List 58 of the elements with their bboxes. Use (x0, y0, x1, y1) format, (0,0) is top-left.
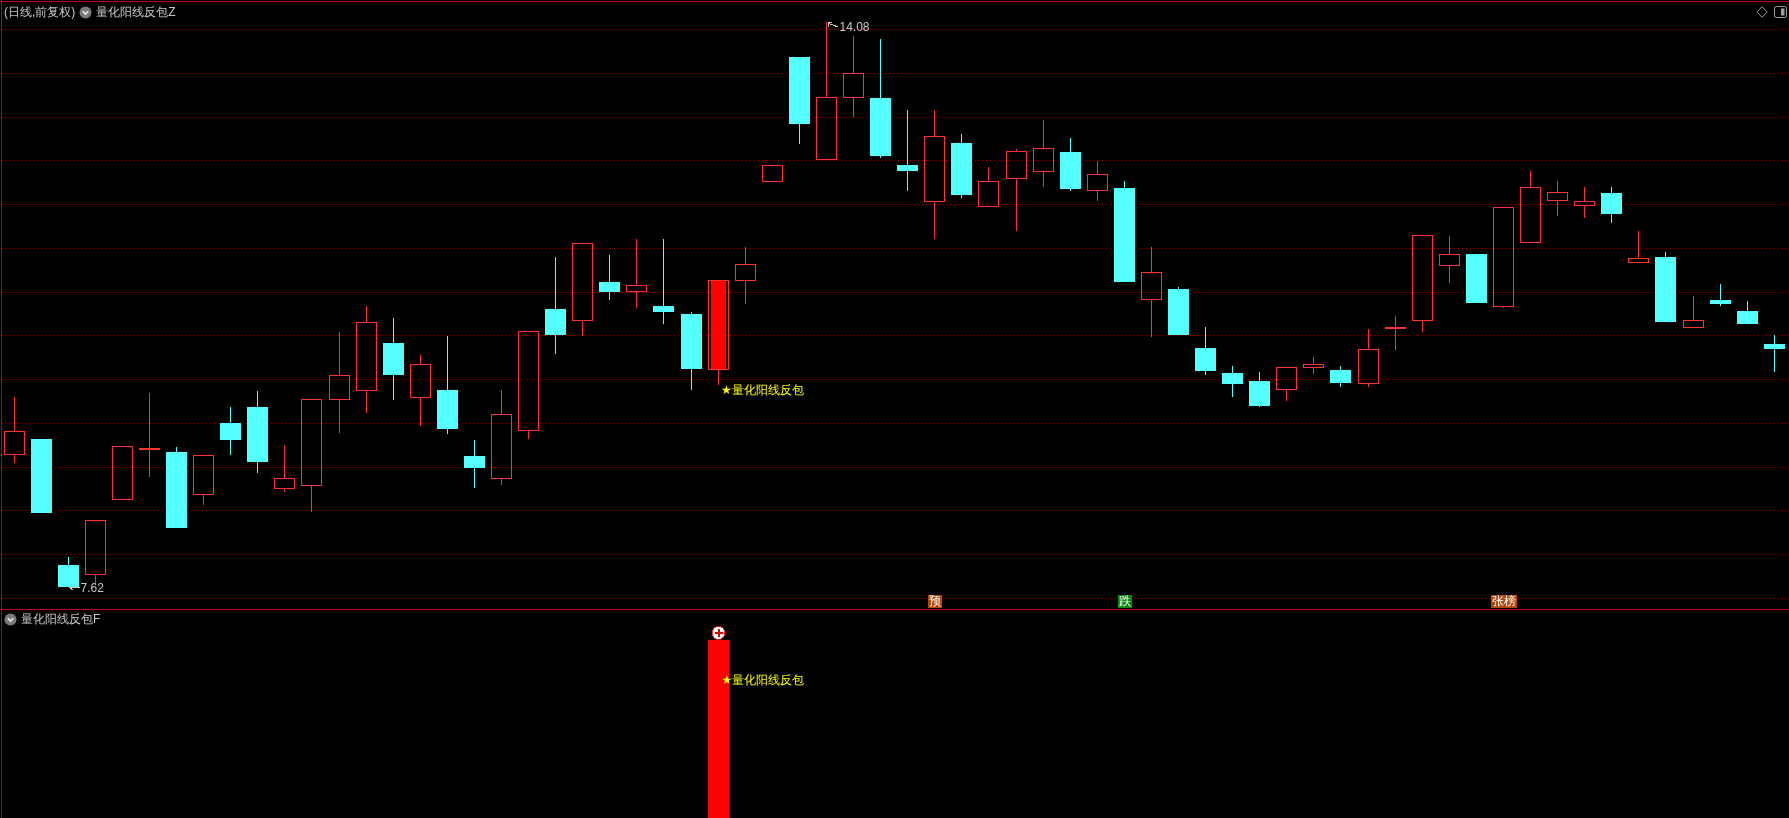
candlestick (1520, 170, 1541, 243)
chart-title: (日线,前复权) (4, 5, 76, 19)
chart-subtitle: 量化阳线反包Z (96, 5, 176, 19)
candlestick (843, 35, 864, 118)
candlestick (274, 444, 295, 493)
candlestick (1737, 300, 1758, 324)
candlestick (626, 238, 647, 309)
candlestick (356, 305, 377, 414)
candlestick (1249, 371, 1270, 408)
candlestick (545, 256, 566, 355)
candlestick (951, 133, 972, 199)
candlestick (4, 396, 25, 464)
candlestick (681, 311, 702, 391)
candlestick (464, 439, 485, 489)
candlestick (870, 38, 891, 159)
candlestick (1222, 365, 1243, 398)
candlestick (1358, 328, 1379, 388)
chart-title: 量化阳线反包F (21, 612, 101, 626)
candlestick (978, 166, 999, 207)
candlestick (1195, 326, 1216, 376)
candlestick (653, 238, 674, 325)
candlestick (1547, 180, 1568, 217)
candlestick (139, 392, 160, 478)
candlestick (1033, 119, 1054, 188)
candlestick (301, 399, 322, 513)
candlestick (1439, 235, 1460, 284)
annotation: 14.08 (839, 20, 870, 35)
candlestick (1412, 235, 1433, 333)
candlestick (1683, 295, 1704, 328)
candlestick (1764, 334, 1785, 373)
candlestick (1385, 315, 1406, 351)
candlestick (897, 109, 918, 192)
candlestick (410, 354, 431, 427)
candlestick (1655, 251, 1676, 322)
candlestick (437, 335, 458, 435)
candlestick (1006, 148, 1027, 232)
candlestick (329, 331, 350, 434)
candlestick (1141, 246, 1162, 338)
candlestick (491, 389, 512, 486)
candlestick (816, 21, 837, 160)
candlestick (1601, 186, 1622, 224)
candlestick (1574, 186, 1595, 219)
candlestick (193, 455, 214, 506)
candlestick (247, 390, 268, 474)
annotation: ★量化阳线反包 (721, 383, 804, 398)
candlestick (924, 109, 945, 240)
candlestick (1276, 367, 1297, 402)
candlestick (383, 317, 404, 401)
candlestick (708, 280, 729, 386)
candlestick (220, 406, 241, 456)
candlestick (1628, 230, 1649, 263)
candlestick (1087, 160, 1108, 202)
annotation: 7.62 (80, 580, 105, 595)
candlestick (1303, 356, 1324, 375)
candlestick (1060, 137, 1081, 192)
candlestick (735, 246, 756, 305)
candlestick (599, 254, 620, 301)
candlestick (1710, 283, 1731, 307)
